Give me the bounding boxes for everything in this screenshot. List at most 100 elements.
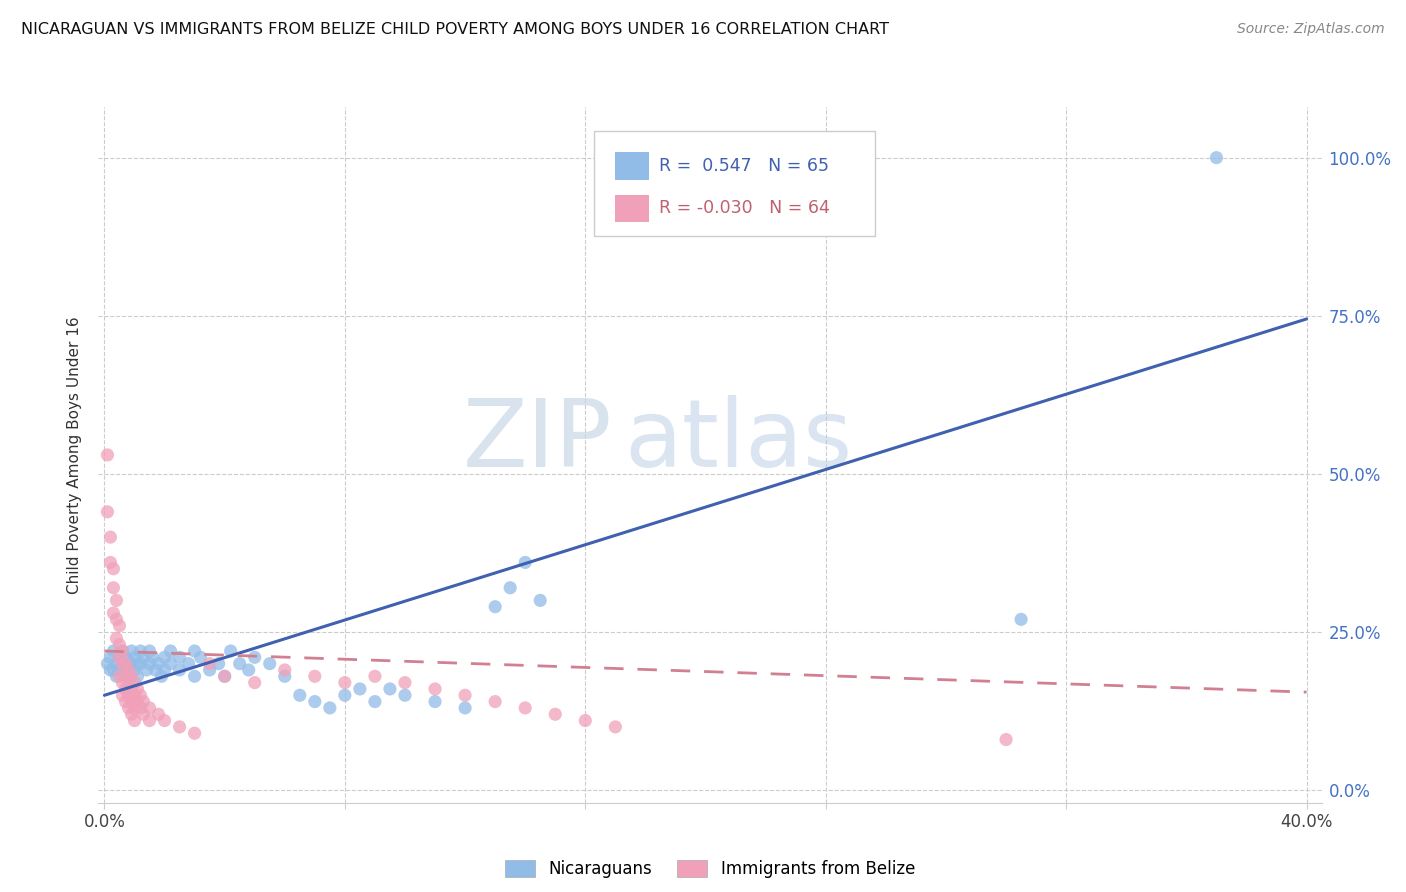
Point	[183, 669, 205, 683]
Point	[214, 669, 236, 683]
Point	[1205, 151, 1227, 165]
Point	[117, 669, 139, 683]
Point	[484, 695, 506, 709]
Point	[132, 707, 155, 722]
Point	[105, 632, 128, 646]
Point	[129, 701, 152, 715]
Point	[96, 657, 118, 671]
Point	[132, 650, 155, 665]
Point	[605, 720, 627, 734]
Text: R = -0.030   N = 64: R = -0.030 N = 64	[658, 200, 830, 218]
Point	[127, 681, 149, 696]
Point	[153, 663, 176, 677]
Point	[228, 657, 250, 671]
Point	[100, 556, 122, 570]
Point	[1010, 612, 1032, 626]
Point	[127, 657, 149, 671]
Point	[378, 681, 401, 696]
Point	[114, 669, 136, 683]
Point	[117, 701, 139, 715]
Point	[515, 701, 537, 715]
Point	[995, 732, 1018, 747]
Legend: Nicaraguans, Immigrants from Belize: Nicaraguans, Immigrants from Belize	[499, 854, 921, 885]
Point	[100, 530, 122, 544]
Point	[198, 657, 221, 671]
Point	[111, 644, 134, 658]
Point	[127, 695, 149, 709]
Point	[124, 714, 146, 728]
Point	[198, 663, 221, 677]
Point	[124, 663, 146, 677]
Point	[96, 448, 118, 462]
Point	[129, 657, 152, 671]
Point	[454, 701, 477, 715]
Point	[103, 606, 125, 620]
Point	[288, 688, 311, 702]
Point	[394, 675, 416, 690]
Point	[153, 650, 176, 665]
Point	[394, 688, 416, 702]
Point	[114, 695, 136, 709]
Point	[129, 644, 152, 658]
Point	[148, 657, 170, 671]
Point	[121, 681, 143, 696]
Point	[529, 593, 551, 607]
Point	[138, 714, 160, 728]
Point	[364, 695, 387, 709]
Point	[108, 650, 131, 665]
Text: R =  0.547   N = 65: R = 0.547 N = 65	[658, 157, 828, 175]
Point	[274, 669, 297, 683]
Point	[108, 618, 131, 632]
Point	[177, 657, 200, 671]
Point	[103, 562, 125, 576]
Point	[111, 688, 134, 702]
Y-axis label: Child Poverty Among Boys Under 16: Child Poverty Among Boys Under 16	[67, 316, 83, 594]
Point	[96, 505, 118, 519]
Point	[121, 669, 143, 683]
Point	[190, 650, 212, 665]
Point	[499, 581, 522, 595]
Point	[108, 638, 131, 652]
Point	[129, 688, 152, 702]
Point	[127, 669, 149, 683]
Point	[243, 650, 266, 665]
Point	[105, 612, 128, 626]
Text: ZIP: ZIP	[463, 395, 612, 487]
Point	[153, 714, 176, 728]
Point	[124, 650, 146, 665]
Point	[259, 657, 281, 671]
FancyBboxPatch shape	[593, 131, 875, 235]
Point	[114, 681, 136, 696]
Point	[219, 644, 242, 658]
Point	[117, 675, 139, 690]
Point	[103, 581, 125, 595]
Point	[105, 657, 128, 671]
Point	[111, 675, 134, 690]
Point	[105, 669, 128, 683]
Point	[141, 650, 163, 665]
Point	[103, 663, 125, 677]
Point	[117, 663, 139, 677]
FancyBboxPatch shape	[614, 152, 650, 179]
Point	[145, 663, 167, 677]
Point	[238, 663, 260, 677]
Point	[111, 657, 134, 671]
Text: NICARAGUAN VS IMMIGRANTS FROM BELIZE CHILD POVERTY AMONG BOYS UNDER 16 CORRELATI: NICARAGUAN VS IMMIGRANTS FROM BELIZE CHI…	[21, 22, 889, 37]
Point	[114, 650, 136, 665]
Point	[169, 663, 191, 677]
Point	[111, 644, 134, 658]
Point	[183, 726, 205, 740]
Point	[132, 695, 155, 709]
Point	[454, 688, 477, 702]
Point	[150, 669, 173, 683]
Point	[121, 644, 143, 658]
Point	[100, 650, 122, 665]
Point	[243, 675, 266, 690]
Point	[124, 675, 146, 690]
Point	[108, 663, 131, 677]
Text: atlas: atlas	[624, 395, 852, 487]
Point	[108, 669, 131, 683]
Point	[148, 707, 170, 722]
Point	[159, 644, 181, 658]
FancyBboxPatch shape	[614, 194, 650, 222]
